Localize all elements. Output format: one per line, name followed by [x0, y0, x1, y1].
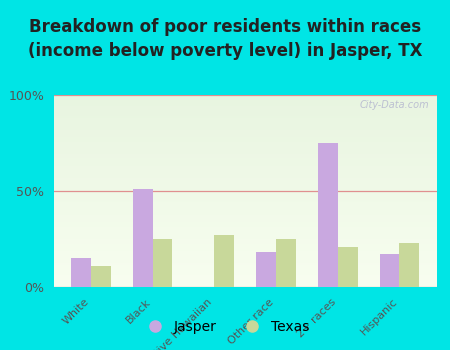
Legend: Jasper, Texas: Jasper, Texas — [135, 314, 315, 340]
Bar — [256, 252, 276, 287]
Bar — [400, 243, 419, 287]
Bar — [133, 189, 153, 287]
Bar — [214, 235, 234, 287]
Bar — [91, 266, 111, 287]
Text: Breakdown of poor residents within races: Breakdown of poor residents within races — [29, 18, 421, 35]
Text: City-Data.com: City-Data.com — [359, 100, 429, 110]
Bar — [318, 143, 338, 287]
Bar — [276, 239, 296, 287]
Bar — [71, 258, 91, 287]
Bar — [338, 246, 358, 287]
Text: (income below poverty level) in Jasper, TX: (income below poverty level) in Jasper, … — [28, 42, 422, 60]
Bar — [153, 239, 172, 287]
Bar — [380, 254, 400, 287]
